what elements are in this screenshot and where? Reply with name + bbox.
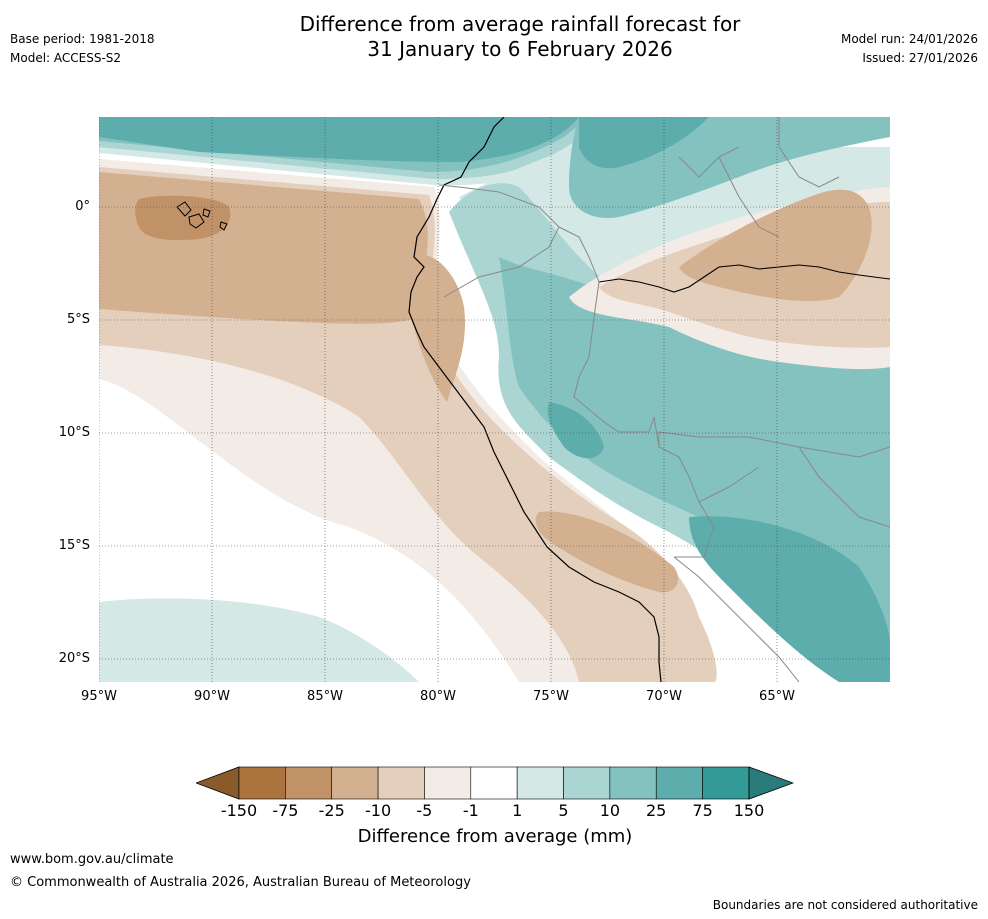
colorbar-tick-label: 1	[512, 801, 523, 820]
colorbar-cell	[377, 766, 425, 800]
issued-date: Issued: 27/01/2026	[862, 51, 978, 65]
base-period: Base period: 1981-2018	[10, 32, 155, 46]
colorbar-tick-label: -1	[462, 801, 479, 820]
amazon-ne-wet-core	[579, 117, 709, 169]
model-run: Model run: 24/01/2026	[840, 32, 978, 46]
gridlines	[99, 117, 890, 682]
coastline	[408, 117, 662, 682]
country-borders	[438, 117, 890, 682]
colorbar-cell	[563, 766, 611, 800]
title-line-2: 31 January to 6 February 2026	[367, 37, 673, 61]
colorbar-extend-low	[196, 766, 240, 800]
colorbar-cell	[470, 766, 518, 800]
colorbar-tick-label: 5	[558, 801, 569, 820]
lat-label-5s: 5°S	[66, 312, 90, 327]
chart-title: Difference from average rainfall forecas…	[200, 12, 840, 62]
colorbar-tick-label: 75	[692, 801, 713, 820]
footer-disclaimer: Boundaries are not considered authoritat…	[712, 898, 978, 912]
rainfall-map	[99, 117, 890, 682]
colorbar-tick-label: 10	[599, 801, 621, 820]
colorbar-tick-label: -150	[220, 801, 258, 820]
colorbar-cell	[609, 766, 657, 800]
coastal-dry-peru	[409, 255, 466, 402]
southern-dry-core	[535, 511, 679, 593]
colorbar-tick-label: -10	[365, 801, 392, 820]
lon-label-75w: 75°W	[533, 689, 569, 704]
amazon-river	[598, 264, 890, 293]
lat-label-10s: 10°S	[58, 425, 90, 440]
title-line-1: Difference from average rainfall forecas…	[299, 12, 741, 36]
lon-label-65w: 65°W	[759, 689, 795, 704]
lon-label-70w: 70°W	[646, 689, 682, 704]
colorbar	[196, 766, 794, 800]
colorbar-cell	[285, 766, 333, 800]
colorbar-extend-high	[748, 766, 794, 800]
galapagos-dry-core	[135, 195, 231, 241]
colorbar-tick-label: -5	[416, 801, 433, 820]
colorbar-tick-label: -25	[318, 801, 345, 820]
colorbar-cell	[424, 766, 472, 800]
colorbar-cell	[702, 766, 750, 800]
model-name: Model: ACCESS-S2	[10, 51, 122, 65]
footer-copyright: © Commonwealth of Australia 2026, Austra…	[10, 875, 471, 890]
meta-right: Model run: 24/01/2026 Issued: 27/01/2026	[841, 30, 978, 68]
amazon-dry-core	[679, 189, 872, 302]
colorbar-cell	[331, 766, 379, 800]
southern-ocean-wet	[99, 598, 419, 682]
north-ocean-wet-4	[99, 117, 579, 162]
colorbar-cell	[516, 766, 564, 800]
lon-label-90w: 90°W	[194, 689, 230, 704]
central-wet-core	[547, 402, 604, 459]
lon-label-95w: 95°W	[81, 689, 117, 704]
lat-label-20s: 20°S	[58, 651, 90, 666]
colorbar-cell	[238, 766, 286, 800]
footer-url[interactable]: www.bom.gov.au/climate	[10, 852, 174, 867]
lat-label-0: 0°	[75, 199, 90, 214]
colorbar-cell	[655, 766, 703, 800]
galapagos-islands	[176, 201, 228, 231]
lon-label-85w: 85°W	[307, 689, 343, 704]
se-wet-core	[689, 516, 890, 682]
colorbar-title: Difference from average (mm)	[357, 826, 633, 847]
colorbar-tick-label: 150	[733, 801, 765, 820]
colorbar-tick-label: 25	[646, 801, 667, 820]
colorbar-tick-label: -75	[272, 801, 299, 820]
lon-label-80w: 80°W	[420, 689, 456, 704]
lat-label-15s: 15°S	[58, 538, 90, 553]
meta-left: Base period: 1981-2018 Model: ACCESS-S2	[10, 30, 155, 68]
